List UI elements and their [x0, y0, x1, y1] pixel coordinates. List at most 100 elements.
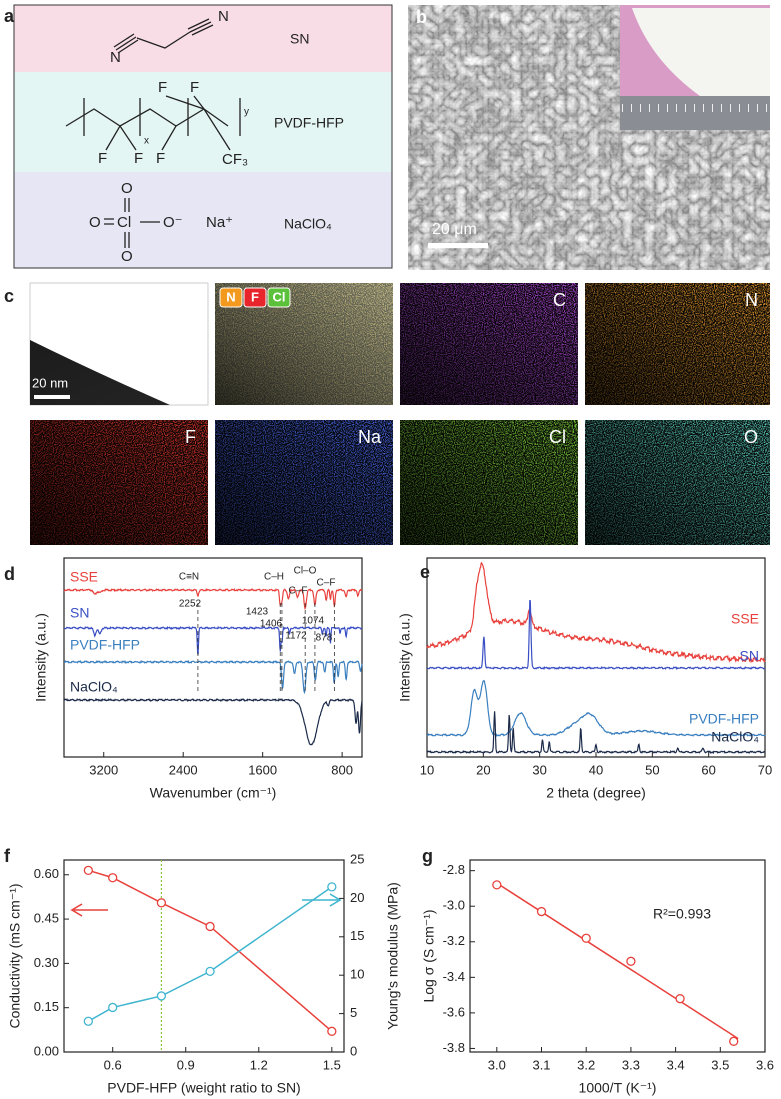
atom: O — [121, 180, 133, 197]
y2-tick-label: 20 — [350, 890, 364, 905]
haadf-shade — [30, 340, 170, 405]
structure-name: PVDF-HFP — [274, 115, 344, 131]
row-naclo4 — [14, 172, 392, 268]
legend-label: N — [226, 289, 235, 304]
atom: O — [89, 214, 101, 231]
scale-label: 20 μm — [432, 221, 477, 238]
spectrum — [63, 587, 363, 610]
y2-tick-label: 10 — [350, 967, 364, 982]
panel-label: a — [4, 6, 15, 26]
structure-name: SN — [290, 31, 309, 47]
row-pvdf — [14, 72, 392, 172]
x-tick-label: 2400 — [169, 762, 198, 777]
y-tick-label: -3.6 — [443, 1004, 465, 1019]
y-tick-label: 0.15 — [34, 999, 59, 1014]
y-tick-label: 0.00 — [34, 1043, 59, 1058]
atom: O — [121, 248, 133, 265]
x-tick-label: 1.5 — [323, 1057, 341, 1072]
annotation: 2252 — [179, 599, 202, 610]
y-tick-label: 0.45 — [34, 911, 59, 926]
point — [108, 873, 118, 883]
y-tick-label: -2.8 — [443, 862, 465, 877]
y-axis-label: Conductivity (mS cm⁻¹) — [7, 883, 23, 1028]
atom: N — [110, 49, 121, 66]
x-tick-label: 0.9 — [177, 1057, 195, 1072]
y-axis-label: Intensity (a.u.) — [397, 613, 413, 702]
x-tick-label: 3200 — [89, 762, 118, 777]
legend-badge — [267, 287, 291, 308]
plot-frame — [426, 557, 766, 758]
y2-axis-label: Young's modulus (MPa) — [385, 882, 401, 1030]
series-name: SN — [740, 648, 759, 664]
y2-tick-label: 15 — [350, 928, 364, 943]
x-tick-label: 1.2 — [250, 1057, 268, 1072]
map-fade — [400, 420, 578, 545]
annotation: Cl–O — [294, 566, 317, 577]
spectrum — [426, 599, 766, 671]
series-name: PVDF-HFP — [70, 637, 140, 653]
y-tick-label: -3.4 — [443, 969, 465, 984]
spectrum — [63, 697, 363, 746]
x-tick-label: 60 — [701, 762, 715, 777]
atom: F — [190, 79, 199, 96]
x-tick-label: 40 — [589, 762, 603, 777]
spectrum — [426, 679, 766, 738]
y-tick-label: 0.30 — [34, 955, 59, 970]
row-sn — [14, 5, 392, 72]
annotation: 1074 — [302, 616, 325, 627]
map-element: Na — [358, 427, 382, 447]
annotation: C–F — [317, 578, 336, 589]
series-name: NaClO₄ — [711, 729, 759, 745]
point — [536, 906, 547, 917]
atom: Cl — [117, 214, 131, 231]
point — [626, 956, 636, 966]
y-tick-label: 0.60 — [34, 866, 59, 881]
point — [327, 1026, 337, 1036]
y-tick-label: -3.2 — [443, 933, 465, 948]
point — [581, 933, 591, 943]
x-axis-label: 2 theta (degree) — [546, 785, 646, 801]
x-tick-label: 20 — [476, 762, 490, 777]
series-name: SN — [70, 605, 89, 621]
annotation: C–F — [289, 586, 308, 597]
series-name: SSE — [70, 569, 98, 585]
x-tick-label: 3.2 — [577, 1057, 595, 1072]
panel-label: f — [4, 846, 11, 866]
point — [327, 882, 337, 892]
map-fade — [585, 283, 770, 405]
map-element: F — [185, 427, 196, 447]
point — [492, 880, 502, 890]
legend-label: F — [251, 289, 259, 304]
annotation: C–H — [264, 572, 284, 583]
legend-badge — [219, 287, 243, 308]
fit-line — [496, 882, 739, 1040]
spectrum — [426, 711, 766, 755]
annotation: C≡N — [179, 572, 199, 583]
plot-frame — [63, 557, 363, 758]
x-axis-label: 1000/T (K⁻¹) — [579, 1080, 657, 1096]
y-axis-label: Log σ (S cm⁻¹) — [421, 909, 437, 1002]
plot-frame — [63, 859, 345, 1053]
annotation: R²=0.993 — [653, 906, 711, 922]
y2-tick-label: 5 — [350, 1005, 357, 1020]
point — [729, 1036, 739, 1046]
annotation: 878 — [316, 633, 333, 644]
structure-name: NaClO₄ — [284, 216, 332, 232]
panel-label: e — [420, 562, 430, 582]
atom: F — [158, 79, 167, 96]
series-name: SSE — [731, 611, 759, 627]
scale-label: 20 nm — [32, 375, 68, 390]
point — [205, 966, 215, 977]
x-tick-label: 3.3 — [622, 1057, 640, 1072]
scale-bar — [34, 395, 70, 399]
map-element: N — [745, 290, 758, 310]
legend-label: Cl — [273, 289, 286, 304]
point — [675, 994, 685, 1004]
map-fade — [215, 420, 393, 545]
annotation: 1423 — [246, 607, 269, 618]
atom: CF₃ — [222, 151, 248, 168]
inset-membrane — [632, 8, 770, 98]
point — [83, 865, 93, 875]
y-axis-label: Intensity (a.u.) — [33, 613, 49, 702]
